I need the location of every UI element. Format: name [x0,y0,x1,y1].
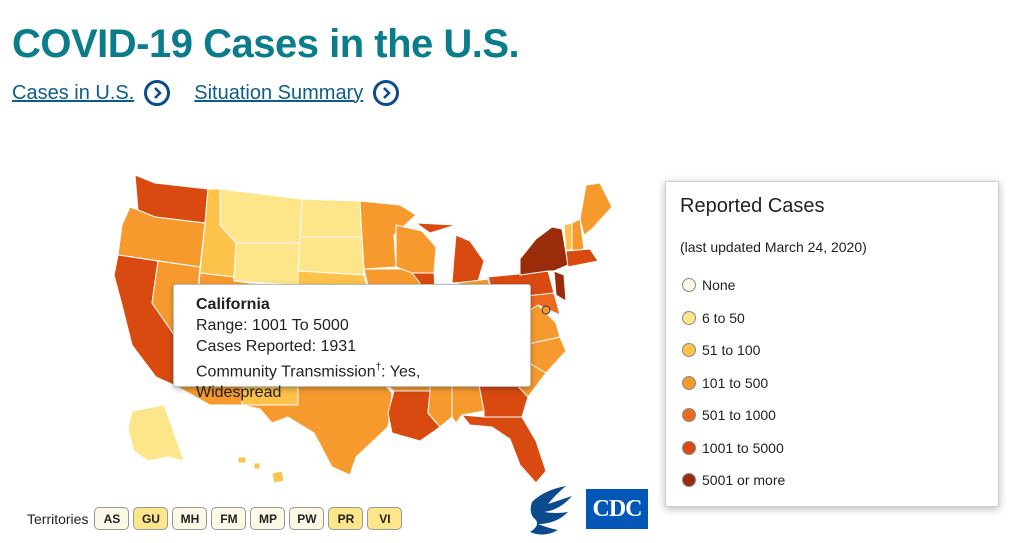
territory-buttons: AS GU MH FM MP PW PR VI [94,507,406,530]
state-montana[interactable] [219,188,303,244]
legend-item-label: 51 to 100 [702,342,761,359]
legend-item-label: 501 to 1000 [702,407,776,424]
legend-item: None [680,269,984,302]
chevron-right-circle-icon [373,80,400,106]
hhs-eagle-icon [530,486,572,535]
state-minnesota[interactable] [359,200,417,270]
legend-swatch [682,473,696,488]
state-new-york[interactable] [519,226,569,276]
state-tooltip: California Range: 1001 To 5000 Cases Rep… [173,284,531,401]
territory-button-mp[interactable]: MP [250,507,286,530]
territories-bar: Territories AS GU MH FM MP PW PR VI [27,507,406,530]
state-north-dakota[interactable] [299,198,363,238]
tooltip-community-suffix: : Yes, Widespread [196,363,421,402]
state-vermont[interactable] [563,222,573,252]
legend-item: 101 to 500 [680,367,984,400]
territory-button-pr[interactable]: PR [328,507,364,530]
legend-items: None 6 to 50 51 to 100 101 to 500 501 to 100… [680,269,984,497]
cdc-logo: CDC [586,489,648,529]
tooltip-dagger: † [375,362,382,373]
nav-links: Cases in U.S. Situation Summary [12,80,423,106]
page-title: COVID-19 Cases in the U.S. [12,22,520,66]
territories-label: Territories [27,510,89,527]
state-new-jersey[interactable] [553,270,567,302]
dc-marker[interactable] [541,305,551,315]
legend-swatch [682,343,696,358]
legend-swatch [682,375,696,390]
territory-button-gu[interactable]: GU [133,507,169,530]
territory-button-fm[interactable]: FM [211,507,247,530]
legend-item-label: 101 to 500 [702,374,769,391]
state-hawaii[interactable] [237,456,285,484]
state-wyoming[interactable] [233,242,301,286]
legend-item: 5001 or more [680,464,984,497]
chevron-right-circle-icon [144,80,171,106]
legend-item: 6 to 50 [680,302,984,335]
link-situation-summary[interactable]: Situation Summary [194,80,400,106]
state-alaska[interactable] [127,404,185,462]
territory-button-vi[interactable]: VI [367,507,403,530]
territory-button-pw[interactable]: PW [289,507,325,530]
legend-item: 1001 to 5000 [680,432,984,465]
territory-button-as[interactable]: AS [94,507,130,530]
legend-item: 51 to 100 [680,334,984,367]
state-massachusetts[interactable] [565,248,599,268]
link-cases-in-us[interactable]: Cases in U.S. [12,80,171,106]
legend-subtitle: (last updated March 24, 2020) [680,239,867,255]
legend-swatch [682,310,696,325]
state-south-dakota[interactable] [297,236,365,276]
tooltip-community: Community Transmission†: Yes, Widespread [196,357,508,403]
legend-item-label: 5001 or more [702,472,786,489]
legend-item-label: 1001 to 5000 [702,439,784,456]
state-florida[interactable] [461,414,547,484]
tooltip-cases: Cases Reported: 1931 [196,338,357,355]
legend-swatch [682,408,696,423]
link-situation-summary-label: Situation Summary [194,81,364,104]
legend-title: Reported Cases [680,195,825,217]
legend-swatch [682,278,696,293]
legend-item: 501 to 1000 [680,399,984,432]
tooltip-range: Range: 1001 To 5000 [196,317,349,334]
state-maine[interactable] [579,182,613,236]
legend-panel: Reported Cases (last updated March 24, 2… [665,181,999,507]
territory-button-mh[interactable]: MH [172,507,208,530]
legend-swatch [682,440,696,455]
legend-item-label: 6 to 50 [702,309,745,326]
tooltip-state-name: California [196,296,270,313]
legend-item-label: None [702,277,736,294]
link-cases-in-us-label: Cases in U.S. [12,81,135,104]
tooltip-community-prefix: Community Transmission [196,363,376,381]
